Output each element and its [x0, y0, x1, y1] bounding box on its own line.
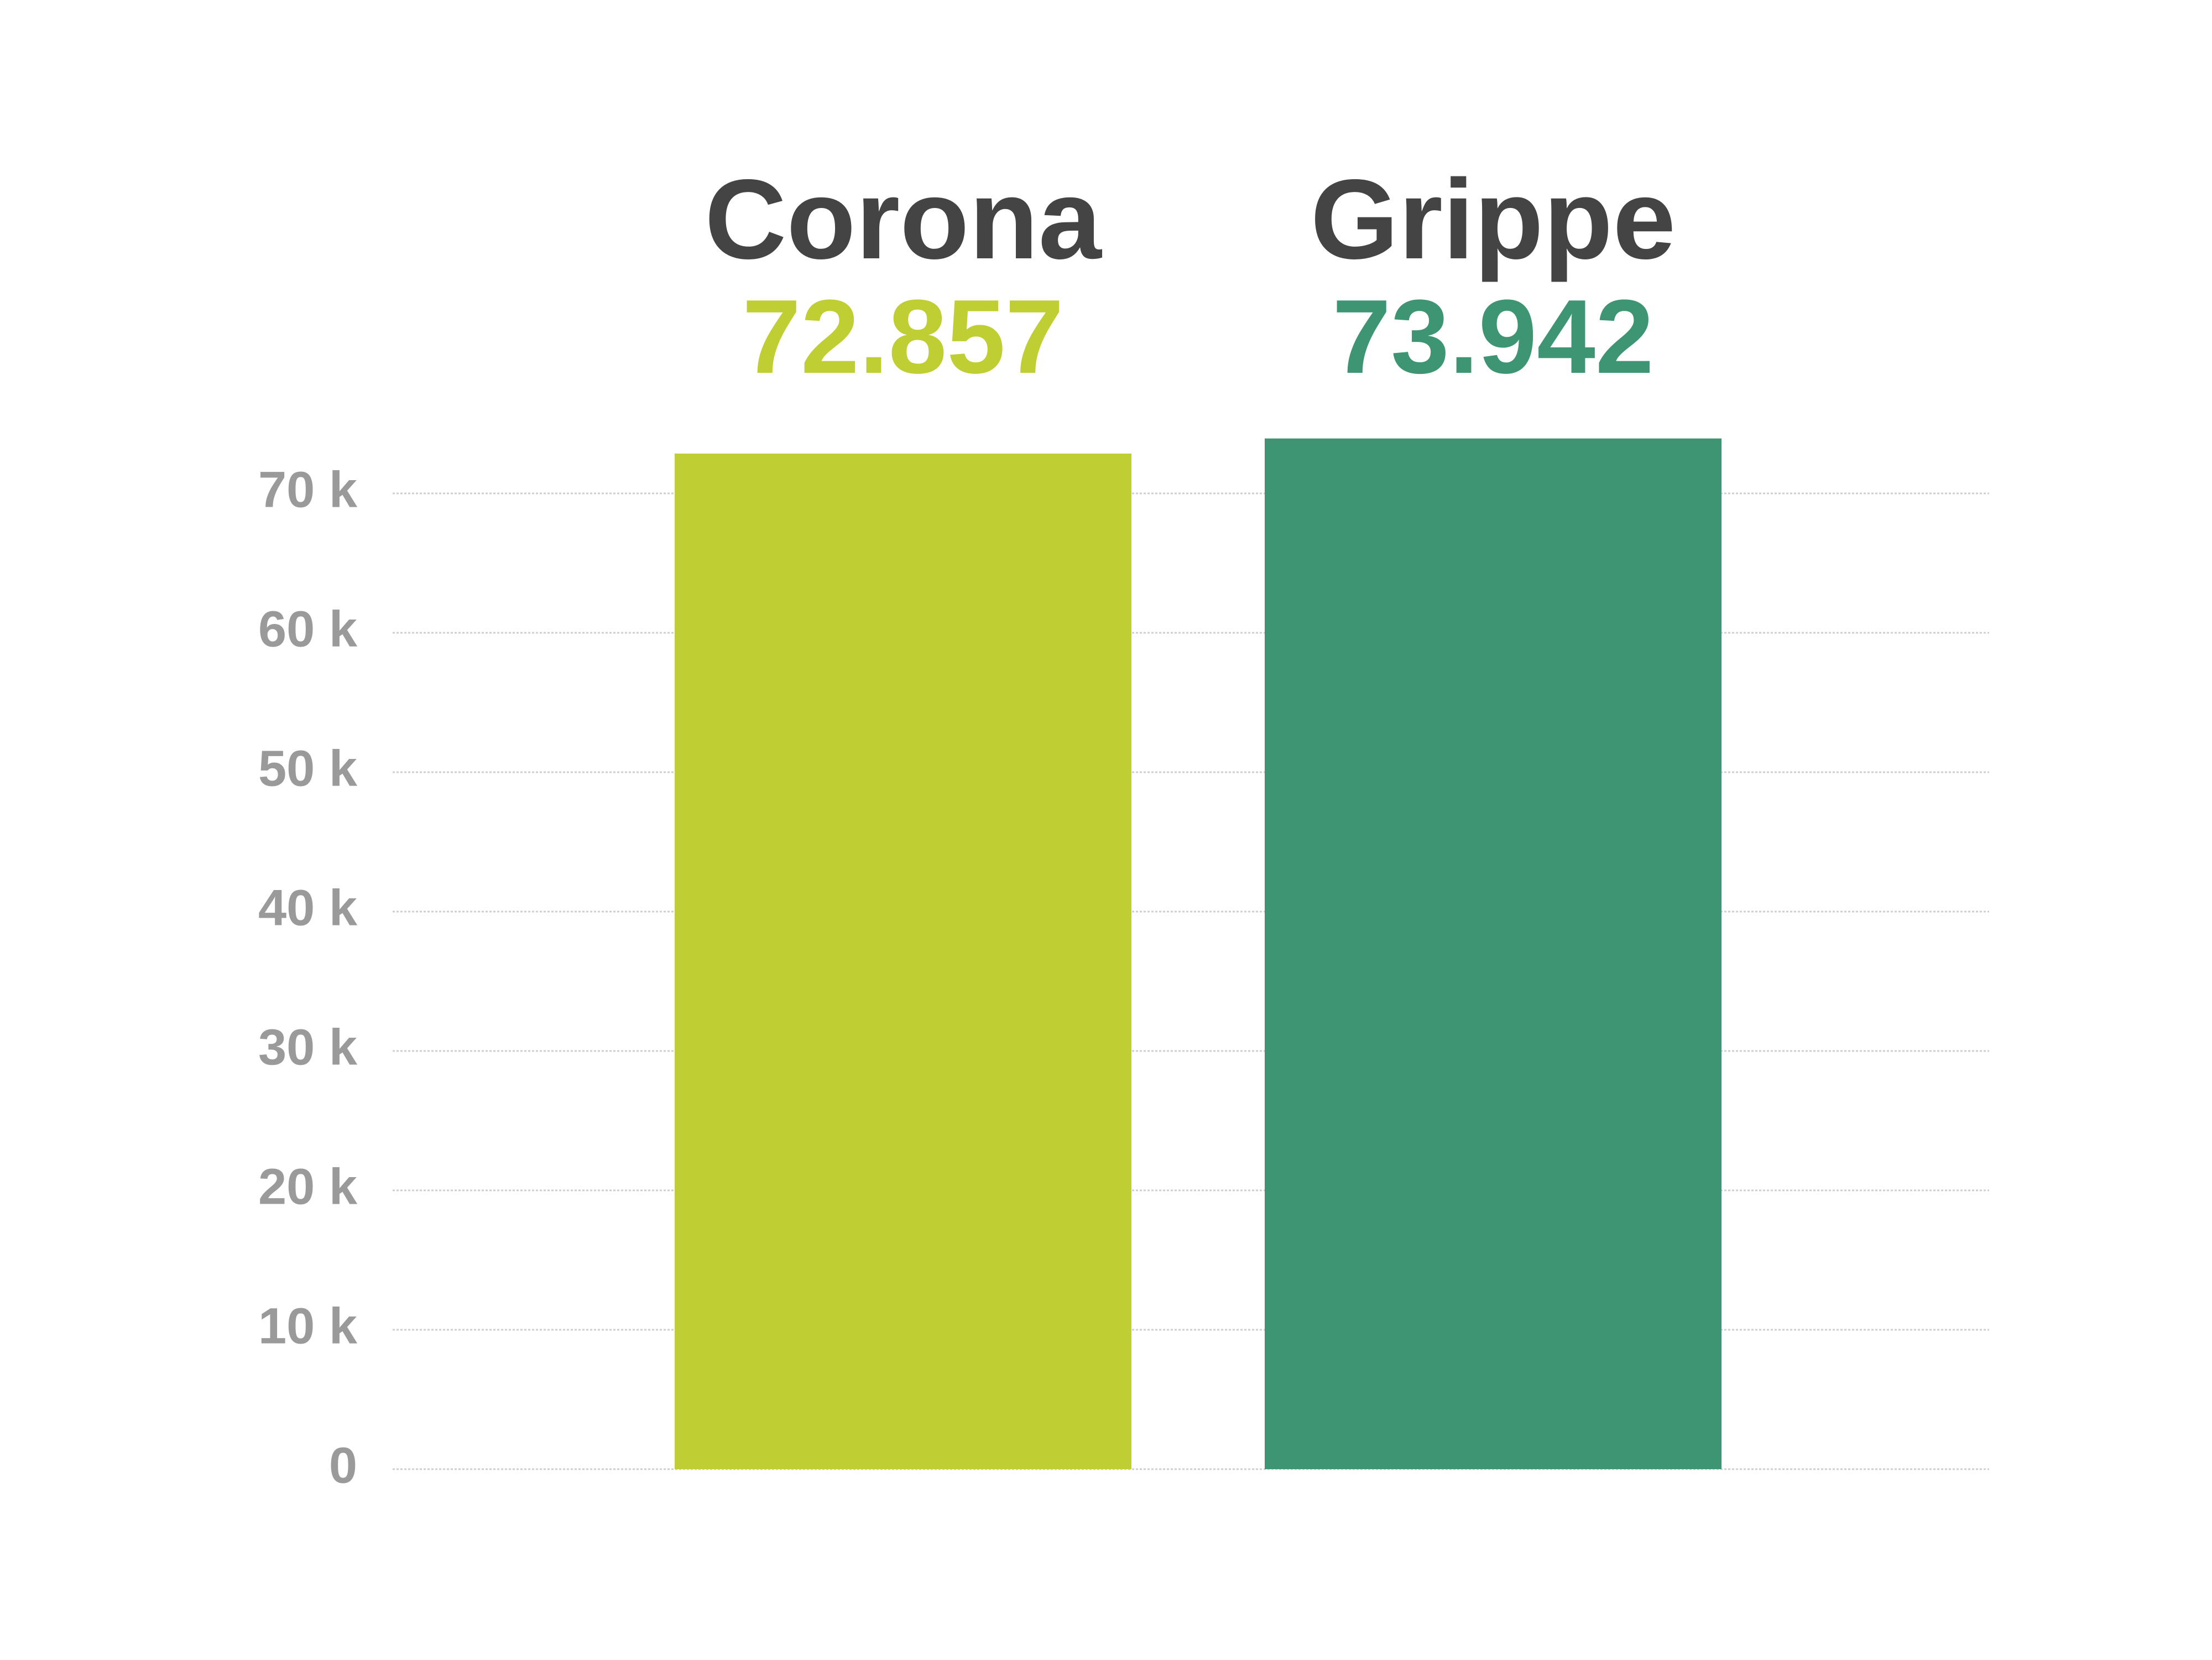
- value-label: 73.942: [1332, 278, 1653, 396]
- y-tick-label: 50 k: [258, 740, 358, 797]
- y-tick-label: 60 k: [258, 601, 358, 657]
- y-tick-label: 0: [329, 1437, 357, 1494]
- y-tick-label: 20 k: [258, 1158, 358, 1215]
- bar: [1265, 438, 1721, 1469]
- category-label: Grippe: [1311, 156, 1676, 283]
- y-tick-label: 40 k: [258, 880, 358, 936]
- value-label: 72.857: [742, 278, 1063, 396]
- y-tick-label: 10 k: [258, 1298, 358, 1354]
- bar: [675, 454, 1131, 1469]
- y-tick-label: 30 k: [258, 1019, 358, 1075]
- y-tick-label: 70 k: [258, 461, 358, 518]
- category-label: Corona: [705, 156, 1102, 283]
